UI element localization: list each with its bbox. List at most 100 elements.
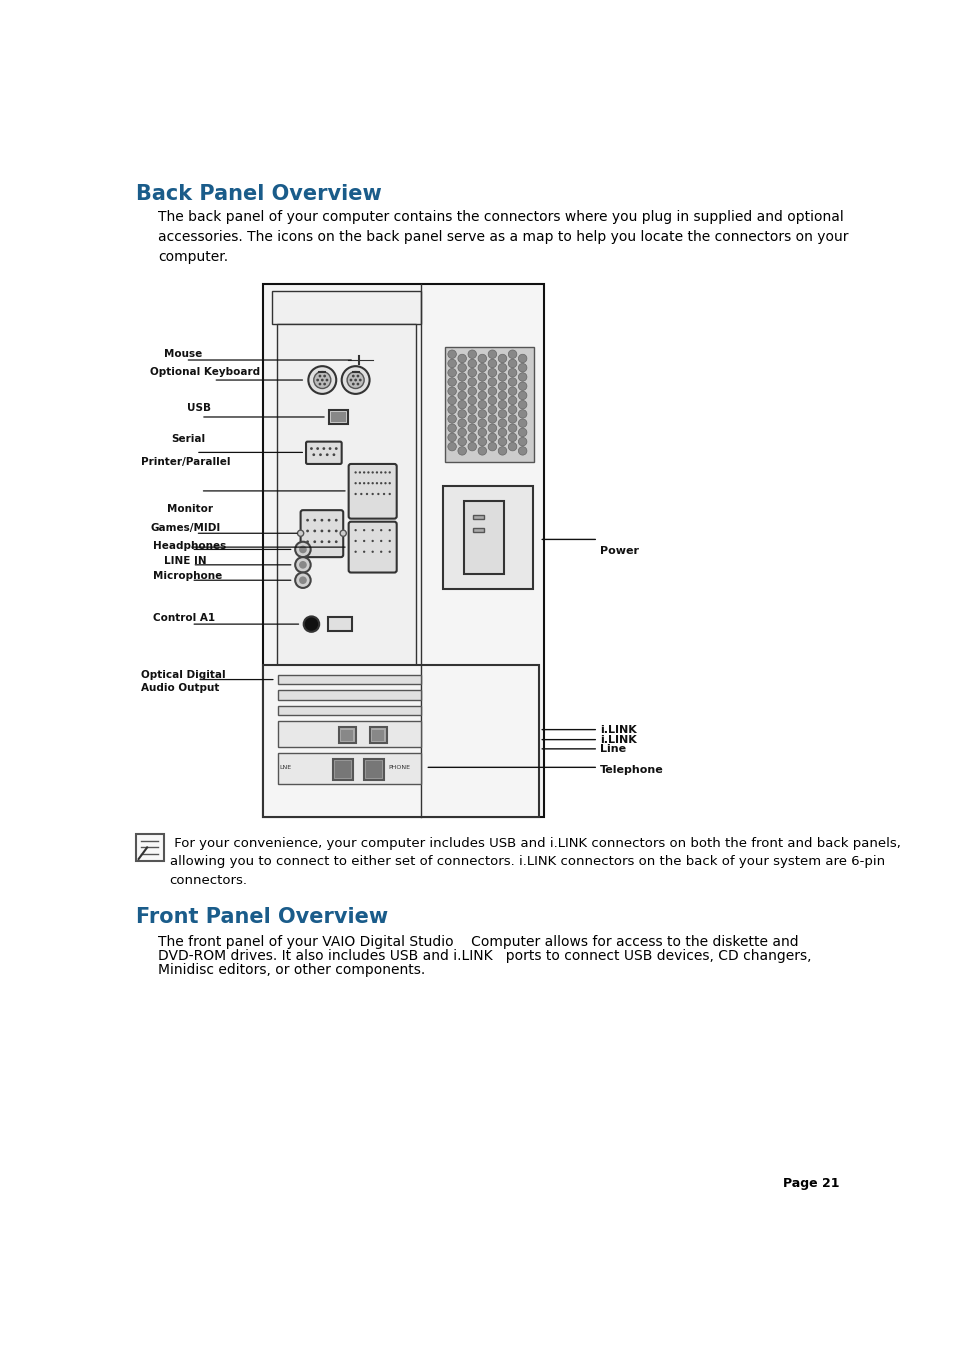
Circle shape [468, 369, 476, 377]
Circle shape [457, 363, 466, 372]
Circle shape [477, 447, 486, 455]
Circle shape [371, 540, 374, 542]
Bar [272, 292, 420, 324]
Text: Optional Keyboard: Optional Keyboard [150, 366, 260, 377]
Circle shape [318, 454, 321, 457]
Text: Telephone: Telephone [599, 766, 662, 775]
Bar [278, 721, 421, 747]
Circle shape [313, 530, 315, 532]
Circle shape [497, 438, 506, 446]
Circle shape [367, 482, 369, 485]
Circle shape [447, 396, 456, 405]
Circle shape [447, 424, 456, 432]
Circle shape [447, 350, 456, 358]
Circle shape [517, 363, 526, 372]
Circle shape [457, 354, 466, 362]
Bar [333, 759, 353, 781]
Circle shape [335, 447, 337, 450]
Circle shape [468, 434, 476, 442]
Bar [335, 761, 351, 778]
Circle shape [388, 530, 391, 531]
Circle shape [488, 369, 497, 377]
Circle shape [497, 373, 506, 381]
Circle shape [335, 519, 337, 521]
Circle shape [379, 540, 382, 542]
Circle shape [388, 551, 391, 553]
Circle shape [375, 482, 377, 485]
Circle shape [488, 378, 497, 386]
Circle shape [327, 519, 330, 521]
Circle shape [508, 369, 517, 377]
Circle shape [447, 359, 456, 367]
Text: Line: Line [599, 744, 625, 754]
Text: i.LINK: i.LINK [599, 724, 636, 735]
Bar [443, 485, 533, 589]
Circle shape [308, 366, 335, 394]
Circle shape [457, 428, 466, 436]
Circle shape [497, 419, 506, 427]
Circle shape [477, 354, 486, 362]
Circle shape [497, 382, 506, 390]
Circle shape [355, 493, 356, 496]
Text: PHONE: PHONE [388, 765, 410, 770]
Circle shape [388, 471, 391, 474]
Text: Power: Power [599, 546, 639, 557]
Circle shape [294, 542, 311, 557]
Circle shape [355, 540, 356, 542]
Circle shape [371, 482, 374, 485]
Text: Headphones: Headphones [152, 540, 226, 551]
Circle shape [362, 471, 365, 474]
Circle shape [468, 386, 476, 396]
Circle shape [333, 454, 335, 457]
Circle shape [477, 419, 486, 427]
Circle shape [347, 372, 364, 389]
Circle shape [477, 382, 486, 390]
Bar [262, 665, 537, 816]
Circle shape [335, 530, 337, 532]
Circle shape [517, 382, 526, 390]
Text: Front Panel Overview: Front Panel Overview [136, 908, 388, 928]
Circle shape [318, 374, 321, 377]
Circle shape [508, 350, 517, 358]
FancyBboxPatch shape [348, 463, 396, 519]
Circle shape [320, 519, 323, 521]
Circle shape [358, 482, 360, 485]
Circle shape [379, 551, 382, 553]
Circle shape [447, 369, 456, 377]
Circle shape [365, 493, 368, 496]
Circle shape [457, 373, 466, 381]
Circle shape [477, 392, 486, 400]
Circle shape [303, 616, 319, 632]
Circle shape [358, 471, 360, 474]
Circle shape [306, 530, 309, 532]
Bar [278, 690, 421, 700]
Circle shape [297, 530, 303, 536]
Circle shape [488, 405, 497, 413]
Text: LNE: LNE [279, 765, 292, 770]
Circle shape [355, 471, 356, 474]
Circle shape [488, 386, 497, 396]
Circle shape [517, 447, 526, 455]
FancyBboxPatch shape [348, 521, 396, 573]
Circle shape [477, 428, 486, 436]
Circle shape [323, 374, 326, 377]
Circle shape [468, 396, 476, 405]
Circle shape [356, 374, 359, 377]
Circle shape [294, 573, 311, 588]
Bar [329, 411, 348, 424]
Circle shape [468, 415, 476, 423]
Circle shape [376, 493, 379, 496]
Text: DVD-ROM drives. It also includes USB and i.LINK   ports to connect USB devices, : DVD-ROM drives. It also includes USB and… [158, 948, 811, 963]
Circle shape [371, 493, 374, 496]
Circle shape [382, 493, 385, 496]
Circle shape [508, 386, 517, 396]
Circle shape [362, 540, 365, 542]
Circle shape [329, 447, 331, 450]
Circle shape [388, 493, 391, 496]
Circle shape [488, 434, 497, 442]
Bar [328, 617, 352, 631]
Circle shape [313, 519, 315, 521]
Circle shape [497, 400, 506, 409]
Circle shape [477, 400, 486, 409]
Text: i.LINK: i.LINK [599, 735, 636, 744]
